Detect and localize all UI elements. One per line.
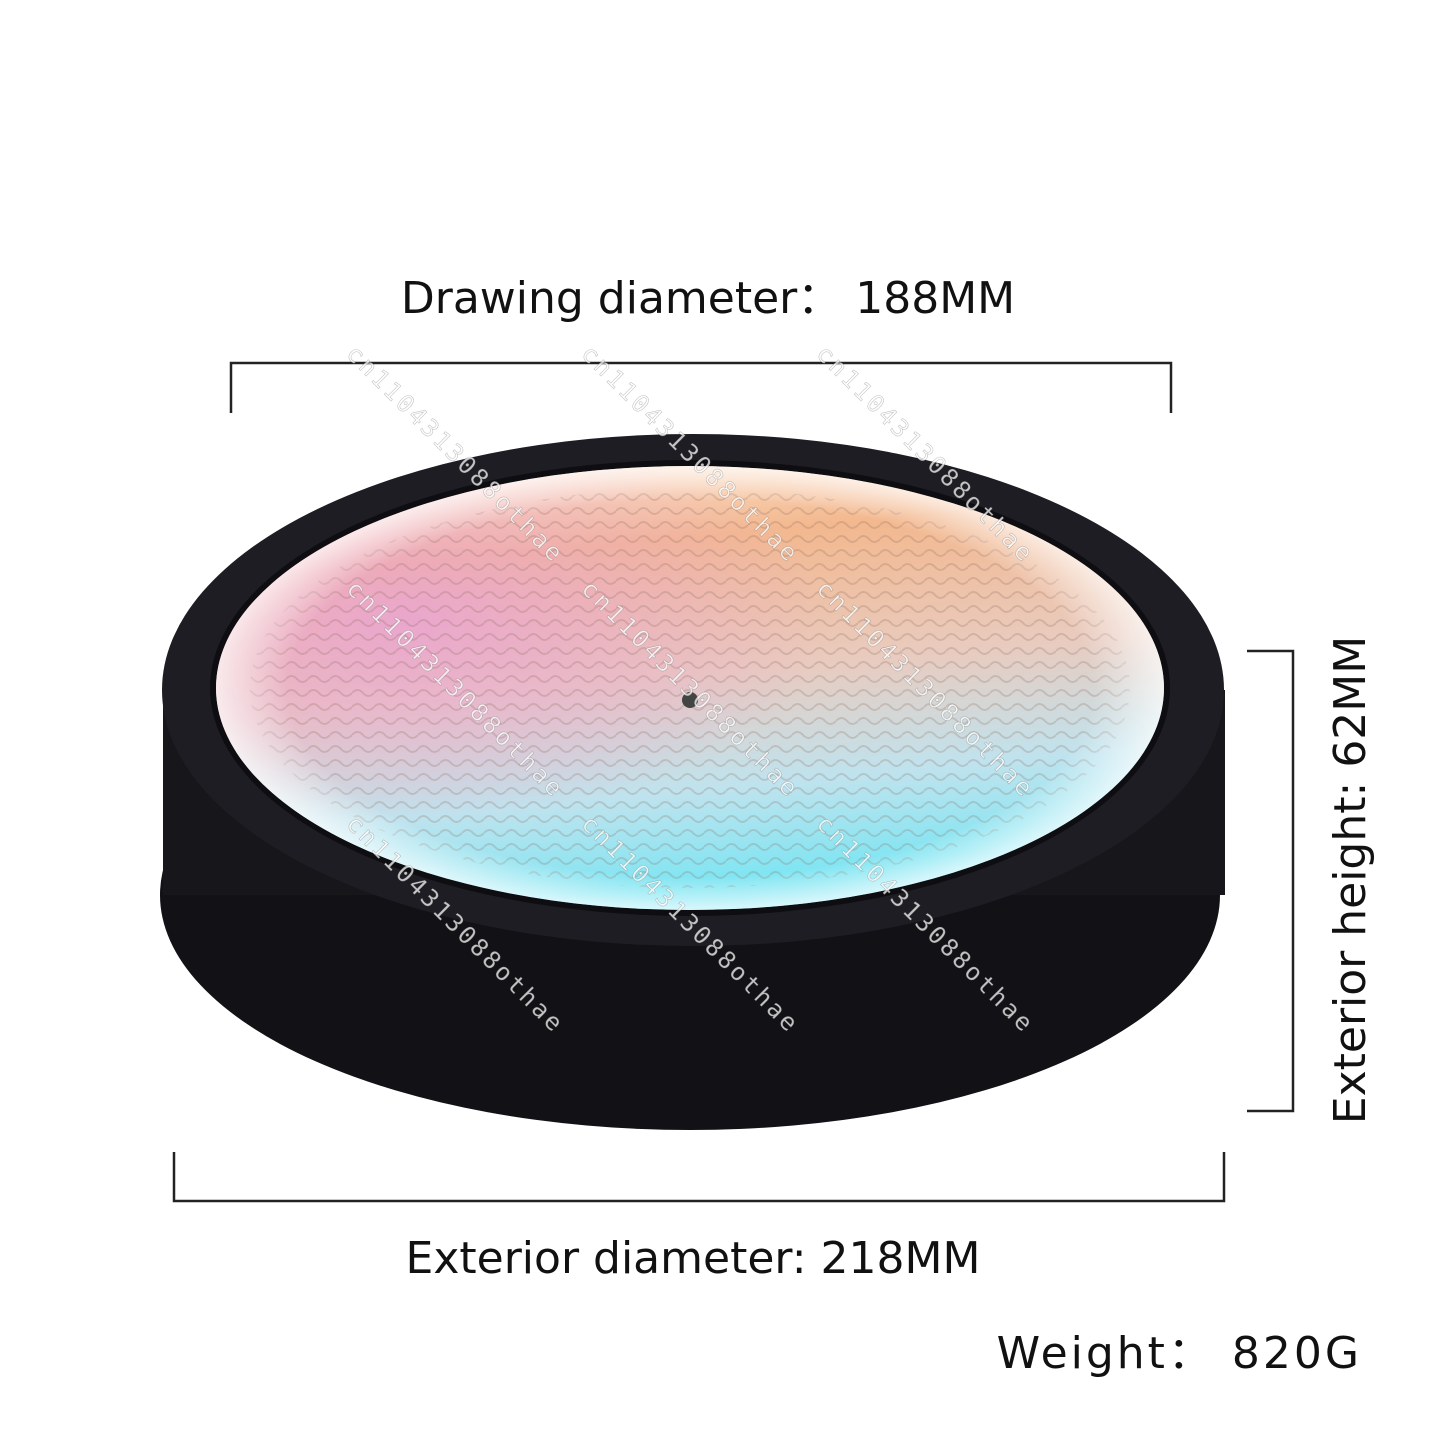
exterior-height-label: Exterior height: 62MM bbox=[1325, 636, 1376, 1124]
weight-label: Weight： 820G bbox=[997, 1328, 1362, 1379]
exterior-diameter-label: Exterior diameter: 218MM bbox=[406, 1233, 981, 1284]
watermarks: cn1104313088othae cn1104313088othae cn1104… bbox=[340, 339, 1040, 1039]
dimension-line bbox=[1247, 649, 1295, 1113]
dimension-line bbox=[172, 1152, 1226, 1203]
sand-table bbox=[160, 434, 1225, 1130]
drawing-diameter-label: Drawing diameter： 188MM bbox=[401, 273, 1015, 324]
dimension-line bbox=[229, 361, 1173, 413]
